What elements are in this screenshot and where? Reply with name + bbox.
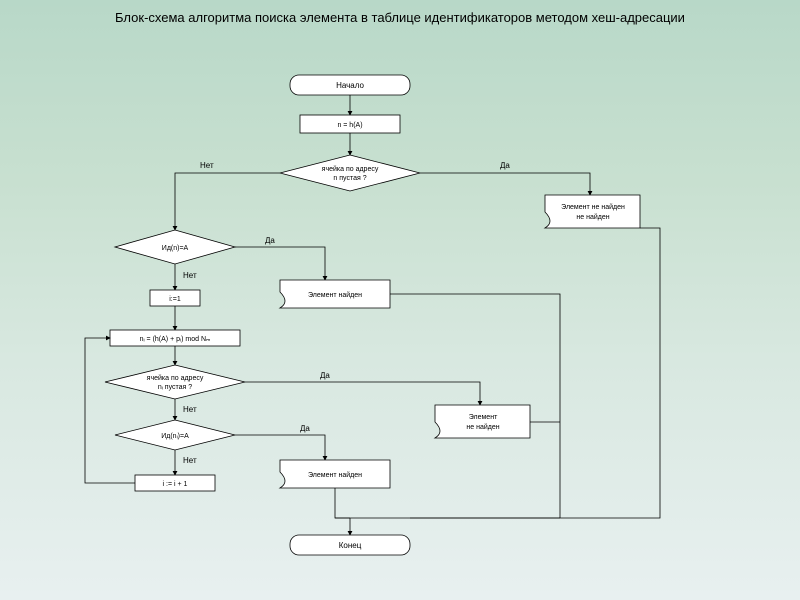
svg-text:i:=1: i:=1 <box>169 296 181 303</box>
edge <box>245 382 480 405</box>
node-dec-empty2 <box>105 365 245 399</box>
node-notfound2: Элемент не найден <box>435 405 530 438</box>
edge-loop <box>85 338 135 483</box>
edge <box>235 247 325 280</box>
svg-text:Конец: Конец <box>339 541 362 550</box>
svg-text:nᵢ пустая ?: nᵢ пустая ? <box>158 384 192 391</box>
svg-text:Нет: Нет <box>183 405 197 414</box>
svg-text:Элемент: Элемент <box>469 414 498 421</box>
node-found2: Элемент найден <box>280 460 390 488</box>
edge <box>235 435 325 460</box>
svg-text:Элемент найден: Элемент найден <box>308 291 362 299</box>
svg-text:Элемент найден: Элемент найден <box>308 471 362 479</box>
svg-text:Да: Да <box>265 236 275 245</box>
node-dec-empty1-l1: ячейка по адресу <box>322 165 379 173</box>
node-dec-id1-label: Ид(n)=A <box>162 245 189 252</box>
node-start-label: Начало <box>336 81 364 90</box>
svg-text:Да: Да <box>300 424 310 433</box>
node-dec-empty1-l2: n пустая ? <box>333 175 366 182</box>
edge <box>335 488 350 518</box>
node-notfound1: Элемент не найден не найден <box>545 195 640 228</box>
svg-text:nᵢ = (h(A) + pᵢ) mod Nₘ: nᵢ = (h(A) + pᵢ) mod Nₘ <box>140 336 211 343</box>
node-hash-label: n = h(A) <box>337 122 362 129</box>
edge <box>420 173 590 195</box>
svg-text:не найден: не найден <box>466 423 499 431</box>
label-yes: Да <box>500 161 510 170</box>
label-no: Нет <box>200 161 214 170</box>
svg-text:не найден: не найден <box>576 213 609 221</box>
svg-text:i := i + 1: i := i + 1 <box>163 481 188 488</box>
svg-text:ячейка по адресу: ячейка по адресу <box>147 374 204 382</box>
edge <box>175 173 280 230</box>
node-dec-empty1 <box>280 155 420 191</box>
node-found1: Элемент найден <box>280 280 390 308</box>
flowchart: Начало n = h(A) ячейка по адресу n пуста… <box>0 0 800 600</box>
svg-text:Нет: Нет <box>183 271 197 280</box>
svg-text:Нет: Нет <box>183 456 197 465</box>
svg-text:Ид(nᵢ)=A: Ид(nᵢ)=A <box>161 433 189 440</box>
svg-text:Элемент не найден: Элемент не найден <box>561 203 625 211</box>
edge <box>410 228 660 518</box>
svg-text:Да: Да <box>320 371 330 380</box>
